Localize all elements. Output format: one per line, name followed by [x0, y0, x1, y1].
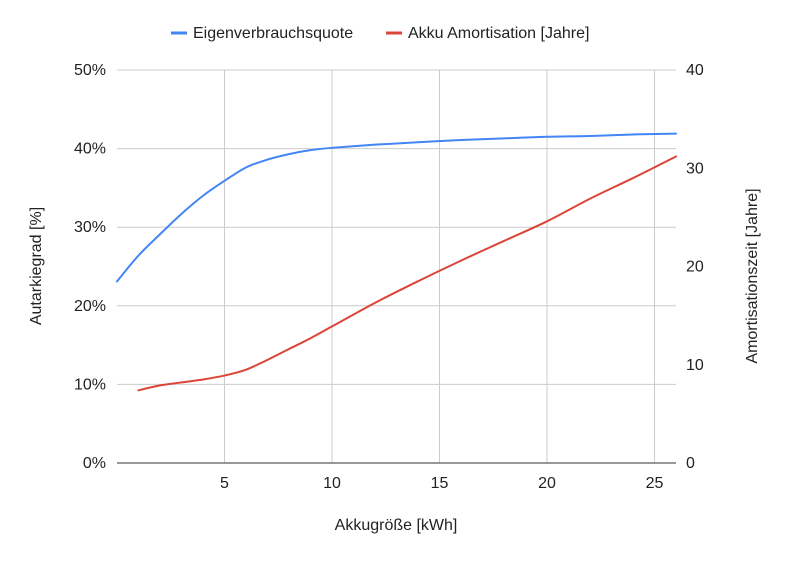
- y-axis-title-left: Autarkiegrad [%]: [28, 207, 45, 325]
- x-tick-label: 20: [538, 475, 556, 492]
- legend-label-eigenverbrauchsquote: Eigenverbrauchsquote: [193, 25, 353, 42]
- y-right-tick-label: 10: [686, 357, 704, 374]
- x-tick-label: 10: [323, 475, 341, 492]
- y-axis-title-right: Amortisationszeit [Jahre]: [744, 188, 761, 363]
- y-right-tick-label: 20: [686, 259, 704, 276]
- x-tick-label: 5: [220, 475, 229, 492]
- x-axis-title: Akkugröße [kWh]: [335, 517, 458, 534]
- y-left-tick-label: 50%: [74, 62, 106, 79]
- axes: 0% 10% 20% 30% 40% 50% 5 10 15 20 25 0 10 20 30 40: [74, 62, 704, 492]
- y-left-tick-label: 40%: [74, 141, 106, 158]
- x-tick-label: 15: [431, 475, 449, 492]
- gridlines: [117, 69, 676, 463]
- y-right-tick-label: 0: [686, 455, 695, 472]
- series-lines: [116, 132, 677, 392]
- y-right-tick-label: 40: [686, 62, 704, 79]
- legend-label-akku-amortisation: Akku Amortisation [Jahre]: [408, 25, 589, 42]
- legend: Eigenverbrauchsquote Akku Amortisation […: [171, 25, 589, 42]
- series-line-akku-amortisation: [137, 155, 677, 392]
- y-left-tick-label: 0%: [83, 455, 106, 472]
- y-left-tick-label: 10%: [74, 376, 106, 393]
- y-left-tick-label: 20%: [74, 298, 106, 315]
- series-line-eigenverbrauchsquote: [116, 132, 677, 283]
- y-right-tick-label: 30: [686, 160, 704, 177]
- y-left-tick-label: 30%: [74, 219, 106, 236]
- x-tick-label: 25: [646, 475, 664, 492]
